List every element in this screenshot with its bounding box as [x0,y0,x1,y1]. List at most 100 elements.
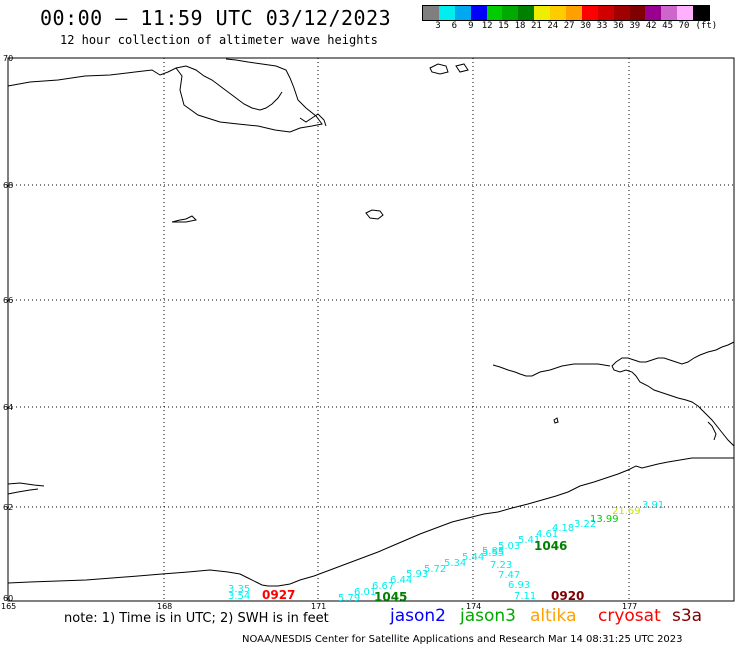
swh-value: 5.44 [462,552,484,563]
legend-jason2: jason2 [390,606,446,626]
map-subtitle: 12 hour collection of altimeter wave hei… [60,33,378,47]
swh-value: 5.79 [338,593,360,604]
swh-value: 21.69 [612,506,641,517]
colorbar-labels: 3 6 9 12 15 18 21 24 27 30 33 36 39 42 45 70 (ft) [422,21,740,33]
lat-label-60: 60 [3,594,13,603]
colorbar-swatch [613,6,630,20]
colorbar-label: 18 [514,21,526,31]
swh-value: 5.93 [406,569,428,580]
colorbar-swatch [438,6,455,20]
swh-values: 3.353.54 5.796.016.676.445.935.725.345.44… [228,500,664,604]
lon-label-171: 171 [311,602,326,611]
legend-cryosat: cryosat [598,606,661,626]
colorbar-swatch [566,6,582,20]
colorbar-label: 39 [629,21,641,31]
swh-value: 5.55 [482,548,504,559]
island-ayon [429,63,449,75]
colorbar-swatch [693,6,710,20]
colorbar-label: 42 [645,21,657,31]
coastlines [7,58,735,587]
alaska-islet [553,417,559,424]
swh-value: 5.83 [482,546,504,557]
colorbar-swatch [677,6,694,20]
swh-value: 5.03 [498,541,520,552]
lon-label-174: 174 [466,602,481,611]
colorbar-label: 27 [563,21,575,31]
island-wrangel-hint [365,209,384,220]
swh-value: 3.22 [574,519,596,530]
coast-east-cape [299,113,327,127]
alaska-north-coast [611,341,735,447]
pass-time-label: 1046 [534,539,567,553]
alaska-islet-2 [707,421,717,441]
swh-value: 4.18 [552,523,574,534]
chukotka-coast [7,58,323,133]
colorbar-label: 30 [580,21,592,31]
colorbar-label: (ft) [695,21,718,31]
graticule [8,58,734,601]
pass-time-label: 0927 [262,588,295,602]
swh-colorbar [422,5,711,21]
colorbar-swatch [645,6,662,20]
colorbar-swatch [581,6,598,20]
colorbar-swatch [518,6,535,20]
colorbar-swatch [502,6,519,20]
swh-value: 3.54 [228,591,250,602]
lat-label-70: 70 [3,54,13,63]
colorbar-label: 21 [530,21,542,31]
colorbar-label: 6 [451,21,458,31]
colorbar-swatch [454,6,471,20]
pass-time-label: 0920 [551,589,584,603]
colorbar-swatch [534,6,551,20]
swh-value: 3.35 [228,584,250,595]
lat-labels: 70 68 66 64 62 60 [3,54,13,603]
legend-s3a: s3a [672,606,703,626]
lon-label-168: 168 [157,602,172,611]
map-frame [7,57,735,602]
colorbar-label: 15 [498,21,510,31]
colorbar-swatch [486,6,503,20]
colorbar-swatch [550,6,567,20]
lat-label-68: 68 [3,181,13,190]
lat-label-66: 66 [3,296,13,305]
swh-value: 7.11 [514,591,536,602]
footer-credit: NOAA/NESDIS Center for Satellite Applica… [242,634,683,645]
swh-value: 6.93 [508,580,530,591]
colorbar-label: 3 [435,21,441,31]
island-small-1 [455,63,469,73]
swh-value: 13.99 [590,514,619,525]
colorbar-label: 36 [612,21,624,31]
colorbar-label: 24 [547,21,559,31]
colorbar-label: 9 [468,21,474,31]
colorbar-label: 70 [678,21,690,31]
lon-labels: 165 168 171 174 177 [1,602,637,611]
swh-value: 5.72 [424,564,446,575]
colorbar-swatch [597,6,614,20]
swh-value: 5.34 [444,558,466,569]
colorbar-swatch [470,6,487,20]
footer-note: note: 1) Time is in UTC; 2) SWH is in fe… [64,611,329,626]
island-small-2 [171,215,198,223]
swh-value: 6.44 [390,575,412,586]
colorbar-swatch [661,6,678,20]
lon-label-177: 177 [622,602,637,611]
colorbar-label: 33 [596,21,608,31]
lat-label-64: 64 [3,403,13,412]
map-title: 00:00 – 11:59 UTC 03/12/2023 [40,6,392,30]
legend-altika: altika [530,606,577,626]
swh-value: 3.91 [642,500,664,511]
alaska-west-coast [492,363,611,377]
lon-label-165: 165 [1,602,16,611]
swh-value: 5.41 [518,535,540,546]
swh-value: 4.61 [536,529,558,540]
swh-value: 6.01 [354,587,376,598]
colorbar-label: 45 [662,21,674,31]
colorbar-label: 12 [481,21,493,31]
lat-label-62: 62 [3,503,13,512]
chukotka-south-coast [7,457,734,587]
swh-value: 7.23 [490,560,512,571]
kolyuchin-inlet [175,65,283,111]
legend-jason3: jason3 [460,606,516,626]
swh-value: 6.67 [372,581,394,592]
